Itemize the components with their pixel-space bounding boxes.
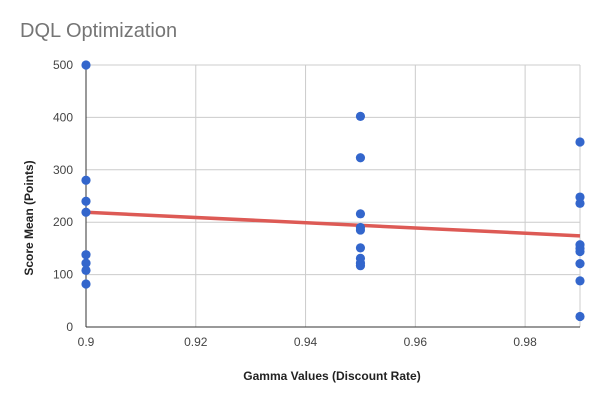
data-point: [575, 246, 585, 257]
data-point: [575, 137, 585, 147]
data-point: [81, 258, 91, 268]
grid-lines: [86, 64, 581, 327]
x-tick-label: 0.96: [404, 335, 428, 349]
axes: [85, 65, 580, 328]
y-axis-title: Score Mean (Points): [22, 160, 36, 275]
data-point: [575, 258, 585, 269]
x-tick-label: 0.9: [78, 335, 95, 349]
trendline-layer: [85, 210, 581, 238]
data-point: [355, 225, 366, 235]
x-axis-title: Gamma Values (Discount Rate): [243, 369, 420, 383]
data-point: [575, 276, 585, 286]
y-tick-label: 300: [53, 163, 73, 177]
data-points: [81, 60, 585, 322]
x-tick-label: 0.98: [513, 335, 537, 349]
trendline: [85, 210, 581, 238]
y-tick-label: 100: [53, 268, 73, 282]
tick-labels: 0 100 200 300 400 500 0.9 0.92 0.94 0.96 0.98: [53, 58, 537, 349]
data-point: [355, 111, 366, 121]
data-point: [81, 279, 91, 289]
x-tick-label: 0.92: [184, 335, 208, 349]
data-point: [355, 261, 366, 271]
data-point: [355, 153, 366, 163]
y-tick-label: 500: [53, 58, 73, 72]
data-point: [575, 198, 585, 208]
data-point: [575, 192, 585, 202]
data-point: [81, 250, 91, 260]
data-point: [81, 175, 91, 185]
chart-title: DQL Optimization: [20, 20, 178, 42]
data-point: [81, 265, 91, 276]
data-point: [355, 209, 366, 219]
data-point: [355, 243, 366, 253]
data-point: [81, 60, 91, 70]
data-point: [81, 207, 91, 217]
data-point: [575, 311, 585, 322]
x-tick-label: 0.94: [294, 335, 318, 349]
y-tick-label: 200: [53, 215, 73, 229]
data-point: [81, 196, 91, 206]
y-tick-label: 0: [66, 320, 73, 334]
y-tick-label: 400: [53, 110, 73, 124]
